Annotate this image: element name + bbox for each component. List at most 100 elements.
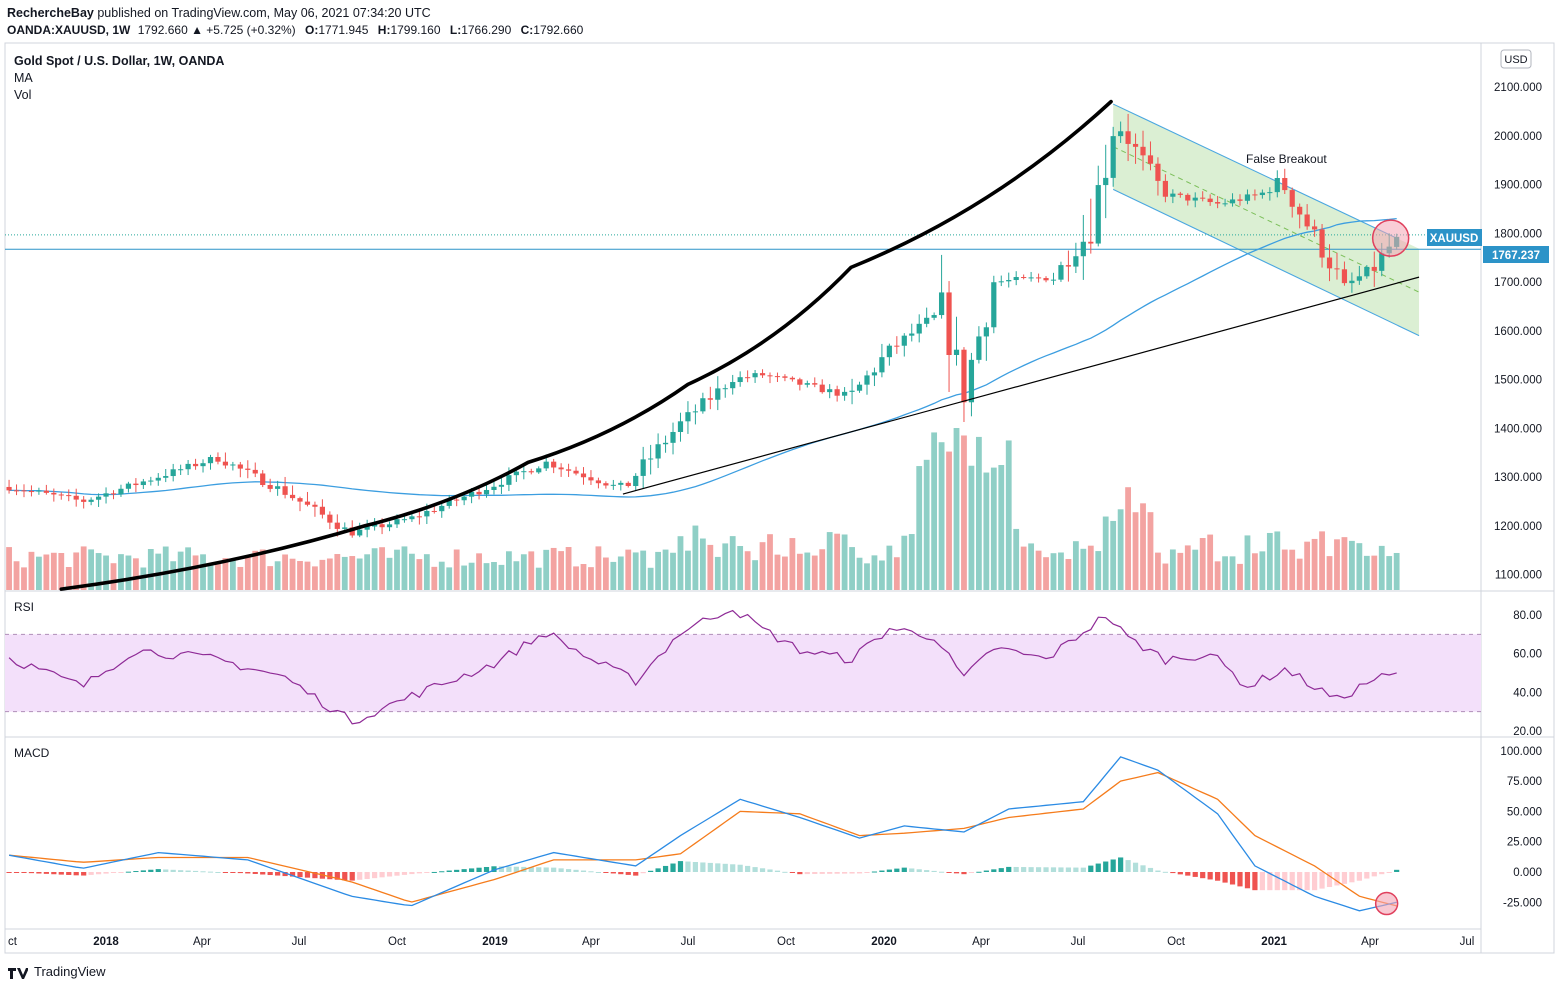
macd-histogram-bar: [1297, 872, 1303, 891]
macd-histogram-bar: [1132, 862, 1139, 872]
symbol: OANDA:XAUUSD, 1W: [7, 23, 131, 37]
macd-histogram-bar: [349, 872, 355, 881]
candle-body: [349, 527, 355, 536]
highlight-circle-macd: [1374, 891, 1399, 916]
candle-body: [722, 388, 728, 390]
volume-bar: [237, 566, 244, 590]
current-price-label: 1767.237: [1492, 250, 1540, 262]
candle-body: [506, 475, 512, 485]
volume-bar: [491, 562, 497, 590]
candle-body: [1103, 177, 1109, 186]
candle-body: [834, 389, 840, 396]
volume-bar: [1043, 557, 1049, 590]
candle-body: [759, 373, 766, 376]
macd-histogram-bar: [431, 871, 437, 873]
volume-bar: [1229, 556, 1236, 590]
macd-histogram-bar: [1237, 872, 1243, 887]
macd-histogram-bar: [834, 872, 840, 874]
macd-histogram-bar: [1319, 872, 1325, 889]
parabolic-curve: [59, 99, 1113, 591]
macd-histogram-bar: [625, 872, 631, 875]
candle-body: [1065, 265, 1072, 267]
candle-body: [1140, 146, 1146, 156]
volume-bar: [356, 558, 363, 590]
volume-bar: [267, 566, 274, 590]
candle-body: [640, 459, 646, 476]
macd-histogram-bar: [633, 872, 639, 876]
volume-bar: [1013, 528, 1020, 590]
volume-bar: [1177, 552, 1184, 590]
macd-histogram-bar: [245, 872, 251, 874]
channel-lower: [1112, 188, 1420, 337]
volume-bar: [1058, 552, 1064, 590]
candle-body: [1356, 276, 1362, 281]
macd-histogram-bar: [230, 872, 236, 873]
price-tick-label: 1700.000: [1494, 277, 1542, 289]
volume-bar: [901, 535, 908, 590]
macd-histogram-bar: [1267, 872, 1273, 891]
macd-histogram-bar: [1050, 867, 1057, 872]
volume-bar: [632, 552, 639, 590]
macd-line: [8, 756, 1397, 912]
candle-body: [6, 486, 12, 491]
macd-histogram-bar: [1110, 859, 1116, 872]
macd-histogram-bar: [1080, 867, 1086, 872]
macd-histogram-bar: [565, 869, 572, 872]
volume-bar: [804, 552, 811, 590]
macd-histogram-bar: [827, 872, 833, 874]
currency-badge[interactable]: [1500, 49, 1532, 69]
volume-bar: [1028, 543, 1035, 590]
time-tick-label: 2020: [871, 936, 897, 948]
candle-body: [118, 488, 124, 495]
volume-bar: [1147, 512, 1154, 590]
volume-bar: [1363, 555, 1370, 590]
macd-histogram-bar: [1222, 872, 1228, 883]
volume-bar: [461, 565, 468, 590]
candle-body: [498, 484, 505, 487]
candle-body: [1035, 277, 1042, 279]
volume-bar: [640, 550, 647, 590]
macd-histogram-bar: [894, 868, 900, 872]
candle-body: [618, 482, 624, 485]
candle-body: [1058, 265, 1064, 280]
volume-bar: [1184, 545, 1191, 590]
candle-body: [58, 494, 64, 496]
macd-histogram-bar: [1013, 866, 1019, 872]
candle-body: [28, 491, 35, 493]
volume-bar: [811, 555, 818, 590]
volume-bar: [73, 552, 80, 590]
volume-bar: [819, 549, 826, 590]
candle-body: [1267, 192, 1273, 194]
macd-histogram-bar: [640, 872, 646, 874]
macd-histogram-bar: [21, 872, 27, 873]
candle-body: [1207, 198, 1213, 203]
price-tick-label: 1800.000: [1494, 228, 1542, 240]
volume-bar: [1252, 553, 1258, 590]
volume-bar: [946, 451, 952, 590]
macd-histogram-bar: [103, 872, 109, 874]
volume-bar: [162, 546, 169, 590]
macd-histogram-bar: [110, 872, 117, 873]
candle-body: [842, 391, 848, 396]
macd-histogram-bar: [677, 861, 684, 872]
candle-body: [625, 482, 631, 487]
candle-body: [386, 524, 393, 528]
macd-histogram-bar: [618, 872, 624, 875]
candle-body: [1297, 206, 1303, 215]
macd-histogram-bar: [1341, 872, 1348, 884]
candle-body: [819, 384, 825, 393]
current-price-tag: [1483, 246, 1549, 263]
candle-body: [1200, 197, 1206, 199]
macd-histogram-bar: [1364, 872, 1370, 879]
macd-histogram-bar: [1311, 872, 1318, 891]
volume-bar: [200, 554, 206, 590]
macd-histogram-bar: [1155, 870, 1161, 872]
volume-bar: [274, 561, 281, 590]
macd-histogram-bar: [931, 870, 937, 872]
volume-bar: [1311, 538, 1318, 590]
macd-histogram-bar: [655, 868, 661, 872]
candle-body: [327, 514, 333, 523]
candle-body: [715, 388, 721, 400]
candle-body: [901, 335, 907, 346]
